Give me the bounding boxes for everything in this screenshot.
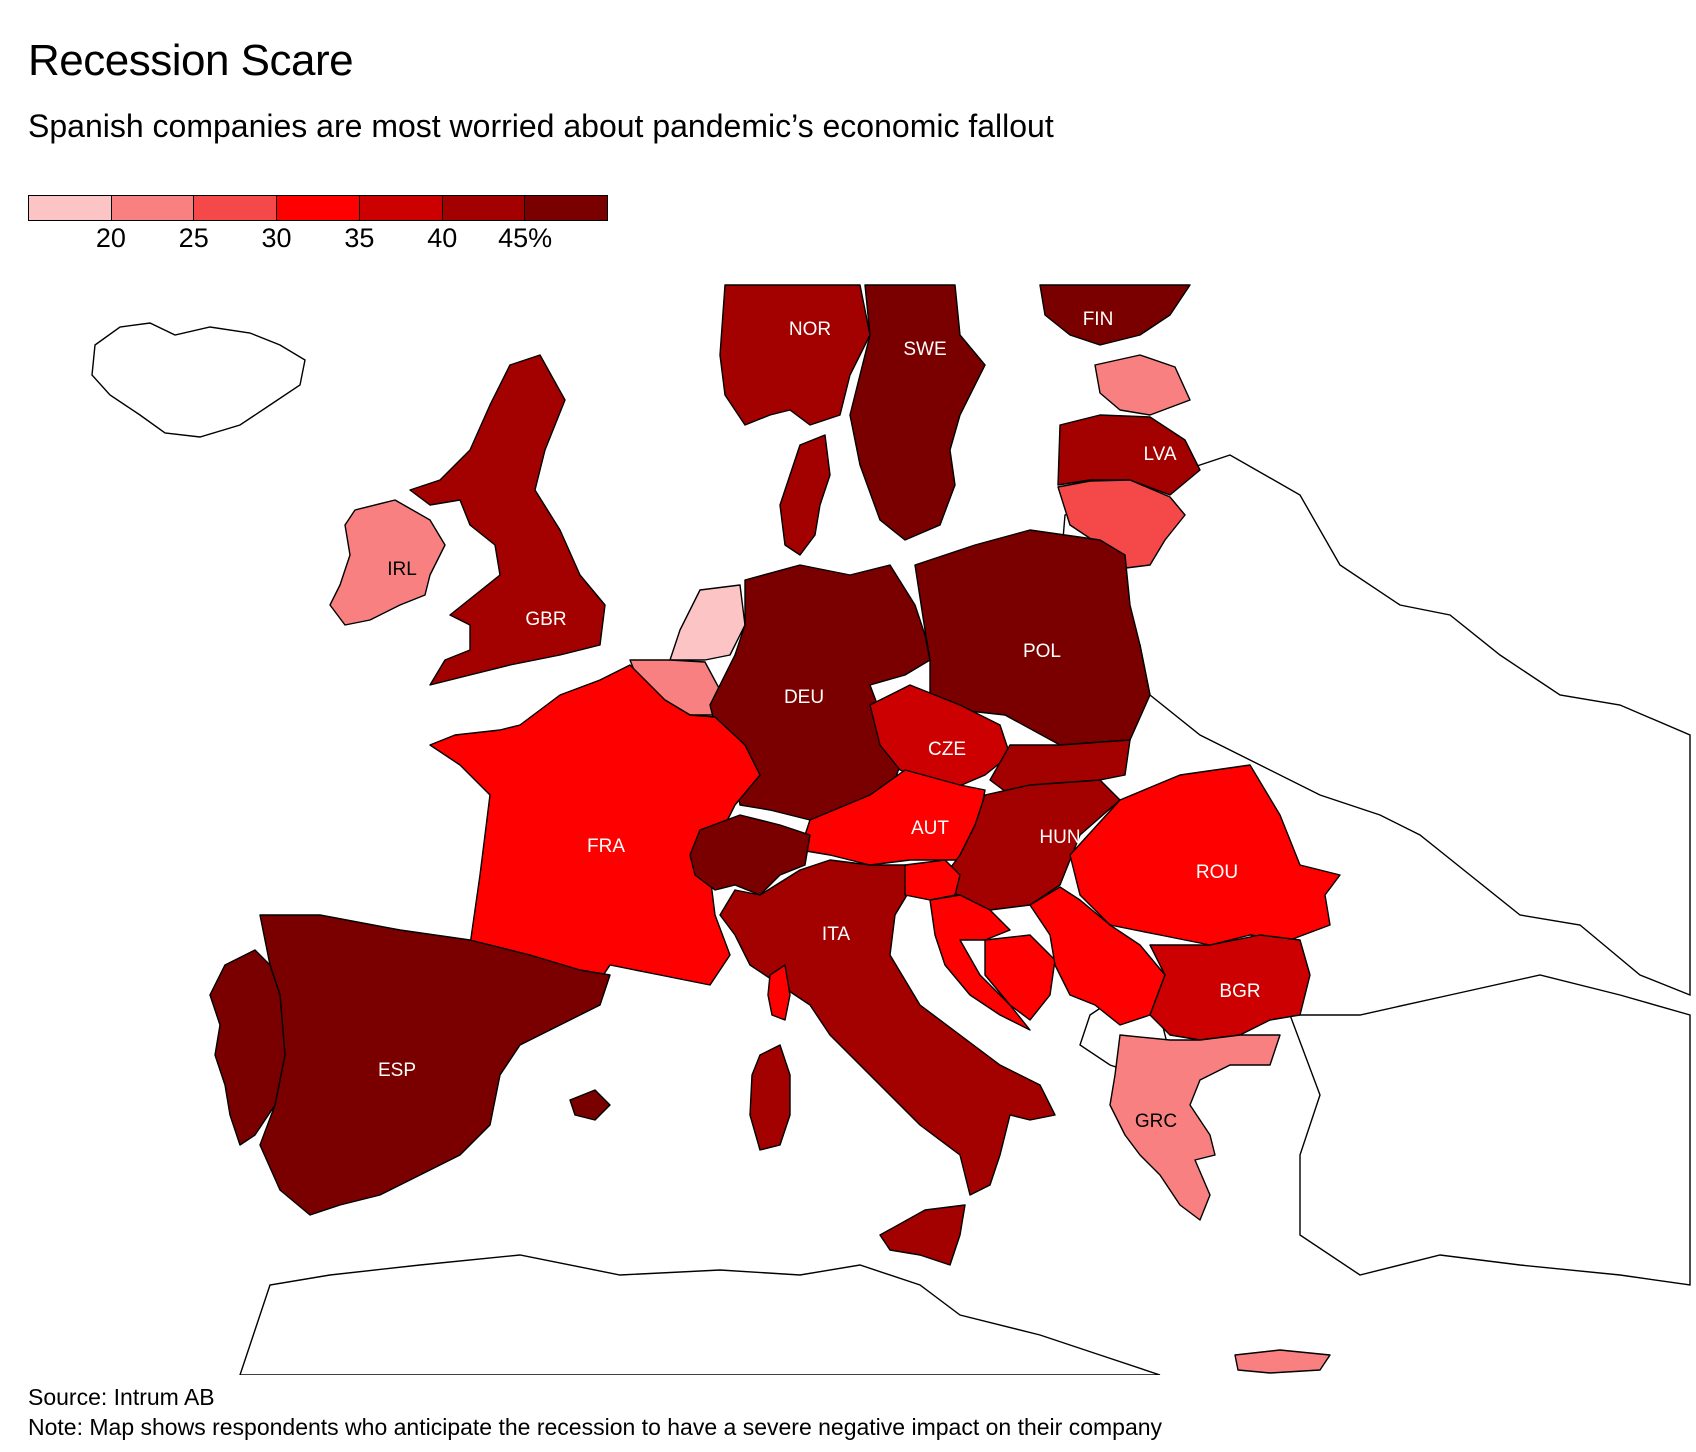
country-labels: NOR SWE FIN LVA IRL GBR DEU POL CZE AUT … [378,309,1261,1132]
label-IRL: IRL [387,559,417,580]
country-EST [1094,354,1191,416]
country-NLD [669,584,746,661]
country-FRA-corsica [767,964,791,1021]
country-FIN [1039,284,1191,346]
country-ROU [1069,764,1341,946]
turkey-land [1288,974,1691,1286]
legend-tick-label: 35 [344,223,375,253]
country-CZE [869,684,1011,791]
iceland [91,322,306,438]
legend-color-bar [28,195,608,221]
country-ITA-sardinia [749,1044,791,1151]
legend-swatch [29,196,112,220]
legend-swatch [525,196,608,220]
legend-tick-label: 45% [498,223,553,253]
country-FRA [429,664,761,996]
country-LVA [1057,414,1201,496]
country-GRC-crete [1234,1349,1331,1374]
label-POL: POL [1023,641,1061,662]
country-NOR [719,284,871,426]
legend-swatch [194,196,278,220]
country-GRC [1109,1034,1281,1221]
legend-tick-label: 25 [178,223,209,253]
footnote: Note: Map shows respondents who anticipa… [28,1414,1163,1440]
label-SWE: SWE [903,339,946,360]
chart-subtitle: Spanish companies are most worried about… [28,108,1054,144]
country-PRT [209,949,286,1146]
label-BGR: BGR [1219,981,1260,1002]
label-ROU: ROU [1196,862,1238,883]
legend-swatch [111,196,195,220]
label-DEU: DEU [784,687,824,708]
country-HRV [929,894,1031,1031]
label-HUN: HUN [1039,827,1080,848]
country-ESP-balearic [569,1089,611,1121]
source-note: Source: Intrum AB [28,1384,215,1410]
country-GBR [409,354,606,686]
country-SVN [904,859,961,901]
legend-swatch [359,196,443,220]
label-LVA: LVA [1143,444,1176,465]
country-POL [914,529,1151,746]
country-ITA-sicily [879,1204,966,1266]
label-NOR: NOR [789,319,831,340]
legend-tick-label: 20 [95,223,126,253]
country-BIH [984,934,1056,1021]
country-DNK [779,434,831,556]
legend-tick-label: 40 [427,223,458,253]
label-FRA: FRA [587,836,625,857]
north-africa-coast [239,1254,1161,1375]
label-GBR: GBR [525,609,566,630]
label-FIN: FIN [1083,309,1114,330]
label-ITA: ITA [822,924,850,945]
legend-ticks: 20 25 30 35 40 45% [28,221,608,255]
legend-swatch [442,196,526,220]
europe-map: NOR SWE FIN LVA IRL GBR DEU POL CZE AUT … [91,284,1691,1375]
eastern-europe-land [1059,454,1691,997]
label-CZE: CZE [928,739,966,760]
label-GRC: GRC [1135,1111,1177,1132]
label-AUT: AUT [911,818,949,839]
legend-tick-label: 30 [261,223,292,253]
color-legend: 20 25 30 35 40 45% [28,195,608,255]
country-IRL [329,499,446,626]
country-BGR [1149,934,1311,1041]
label-ESP: ESP [378,1060,416,1081]
country-CHE [689,814,811,896]
legend-swatch [277,196,360,220]
chart-title: Recession Scare [28,36,354,85]
country-SWE [849,284,986,541]
